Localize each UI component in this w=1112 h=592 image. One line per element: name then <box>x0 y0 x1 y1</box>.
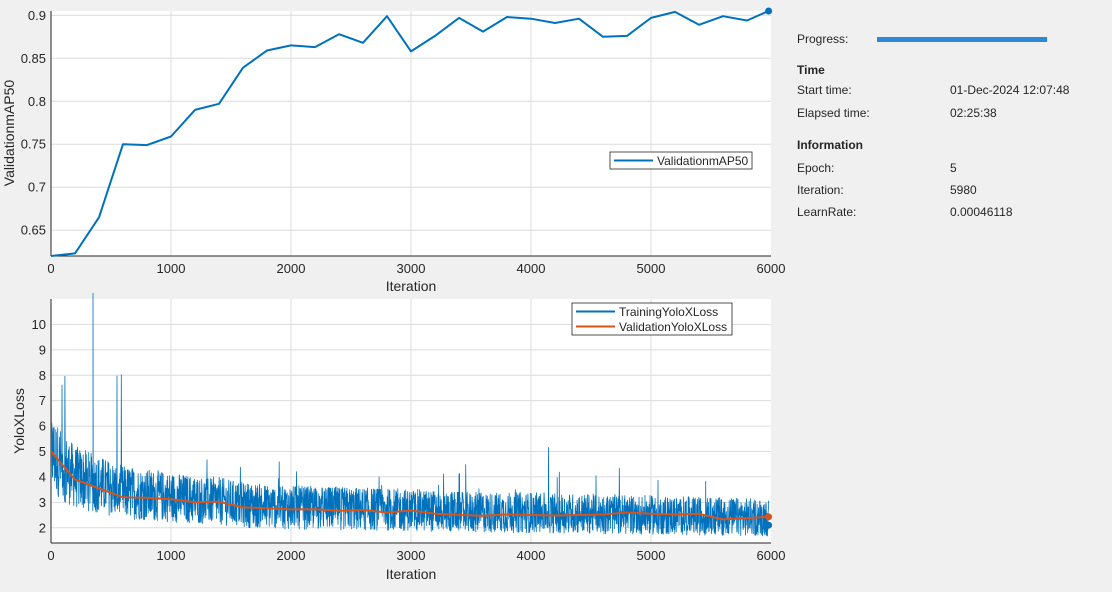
start-time-label: Start time: <box>797 83 852 97</box>
y-tick-label: 0.7 <box>28 180 46 195</box>
iteration-value: 5980 <box>950 183 977 197</box>
epoch-label: Epoch: <box>797 161 835 175</box>
y-tick-label: 9 <box>39 342 46 357</box>
y-tick-label: 6 <box>39 419 46 434</box>
x-tick-label: 2000 <box>277 261 306 276</box>
iteration-label: Iteration: <box>797 183 844 197</box>
series-endpoint-TrainingYoloXLoss <box>765 521 773 529</box>
x-tick-label: 6000 <box>757 261 786 276</box>
y-tick-label: 7 <box>39 393 46 408</box>
tick-labels: 0 1000 2000 3000 4000 5000 6000 0.65 0.7 0.75 0.8 0… <box>21 8 786 276</box>
epoch-value: 5 <box>950 161 957 175</box>
progress-bar <box>877 37 1048 42</box>
legend-entry-validation-loss: ValidationYoloXLoss <box>619 320 727 334</box>
x-axis-label: Iteration <box>386 278 437 294</box>
elapsed-time-label: Elapsed time: <box>797 106 870 120</box>
series-line-ValidationmAP50 <box>51 10 770 257</box>
series-endpoint-ValidationYoloXLoss <box>765 513 773 521</box>
y-tick-label: 4 <box>39 469 46 484</box>
legend-entry-training-loss: TrainingYoloXLoss <box>619 305 718 319</box>
y-tick-label: 0.9 <box>28 8 46 23</box>
y-tick-label: 8 <box>39 368 46 383</box>
series-layer <box>51 293 773 537</box>
start-time-value: 01-Dec-2024 12:07:48 <box>950 83 1070 97</box>
learn-rate-label: LearnRate: <box>797 205 857 219</box>
x-tick-label: 2000 <box>277 548 306 563</box>
y-axis-label: ValidationmAP50 <box>1 80 17 187</box>
progress-bar-fill <box>877 37 1048 42</box>
x-tick-label: 0 <box>47 548 54 563</box>
y-tick-label: 0.75 <box>21 137 46 152</box>
x-tick-label: 5000 <box>637 548 666 563</box>
x-tick-label: 1000 <box>157 548 186 563</box>
legend[interactable]: TrainingYoloXLoss ValidationYoloXLoss <box>571 302 733 336</box>
y-axis-label: YoloXLoss <box>11 388 27 454</box>
tick-labels: 0 1000 2000 3000 4000 5000 6000 2 3 4 5 6 7 8 9 10 <box>32 317 786 563</box>
elapsed-time-value: 02:25:38 <box>950 106 997 120</box>
y-tick-label: 3 <box>39 495 46 510</box>
legend[interactable]: ValidationmAP50 <box>609 151 753 170</box>
x-tick-label: 3000 <box>397 548 426 563</box>
x-tick-label: 1000 <box>157 261 186 276</box>
x-tick-label: 4000 <box>517 261 546 276</box>
x-tick-label: 6000 <box>757 548 786 563</box>
x-tick-label: 5000 <box>637 261 666 276</box>
series-line-ValidationYoloXLoss <box>51 450 769 521</box>
yolox-loss-chart: 0 1000 2000 3000 4000 5000 6000 2 3 4 5 6 7 8 9 10 Iter… <box>11 293 786 582</box>
learn-rate-value: 0.00046118 <box>950 205 1013 219</box>
x-tick-label: 3000 <box>397 261 426 276</box>
information-heading: Information <box>797 138 863 152</box>
x-tick-label: 4000 <box>517 548 546 563</box>
time-heading: Time <box>797 63 825 77</box>
x-tick-label: 0 <box>47 261 54 276</box>
y-tick-label: 0.65 <box>21 223 46 238</box>
series-layer <box>51 7 773 257</box>
validation-map50-chart: 0 1000 2000 3000 4000 5000 6000 0.65 0.7 0.75 0.8 0… <box>1 7 786 294</box>
legend-box <box>609 151 753 170</box>
y-tick-label: 5 <box>39 444 46 459</box>
y-tick-label: 0.8 <box>28 94 46 109</box>
y-tick-label: 10 <box>32 317 46 332</box>
x-axis-label: Iteration <box>386 566 437 582</box>
legend-box <box>571 302 733 336</box>
legend-entry-validation-map50: ValidationmAP50 <box>657 154 748 168</box>
y-tick-label: 0.85 <box>21 51 46 66</box>
y-tick-label: 2 <box>39 520 46 535</box>
progress-label: Progress: <box>797 32 849 46</box>
series-endpoint-ValidationmAP50 <box>765 7 773 15</box>
